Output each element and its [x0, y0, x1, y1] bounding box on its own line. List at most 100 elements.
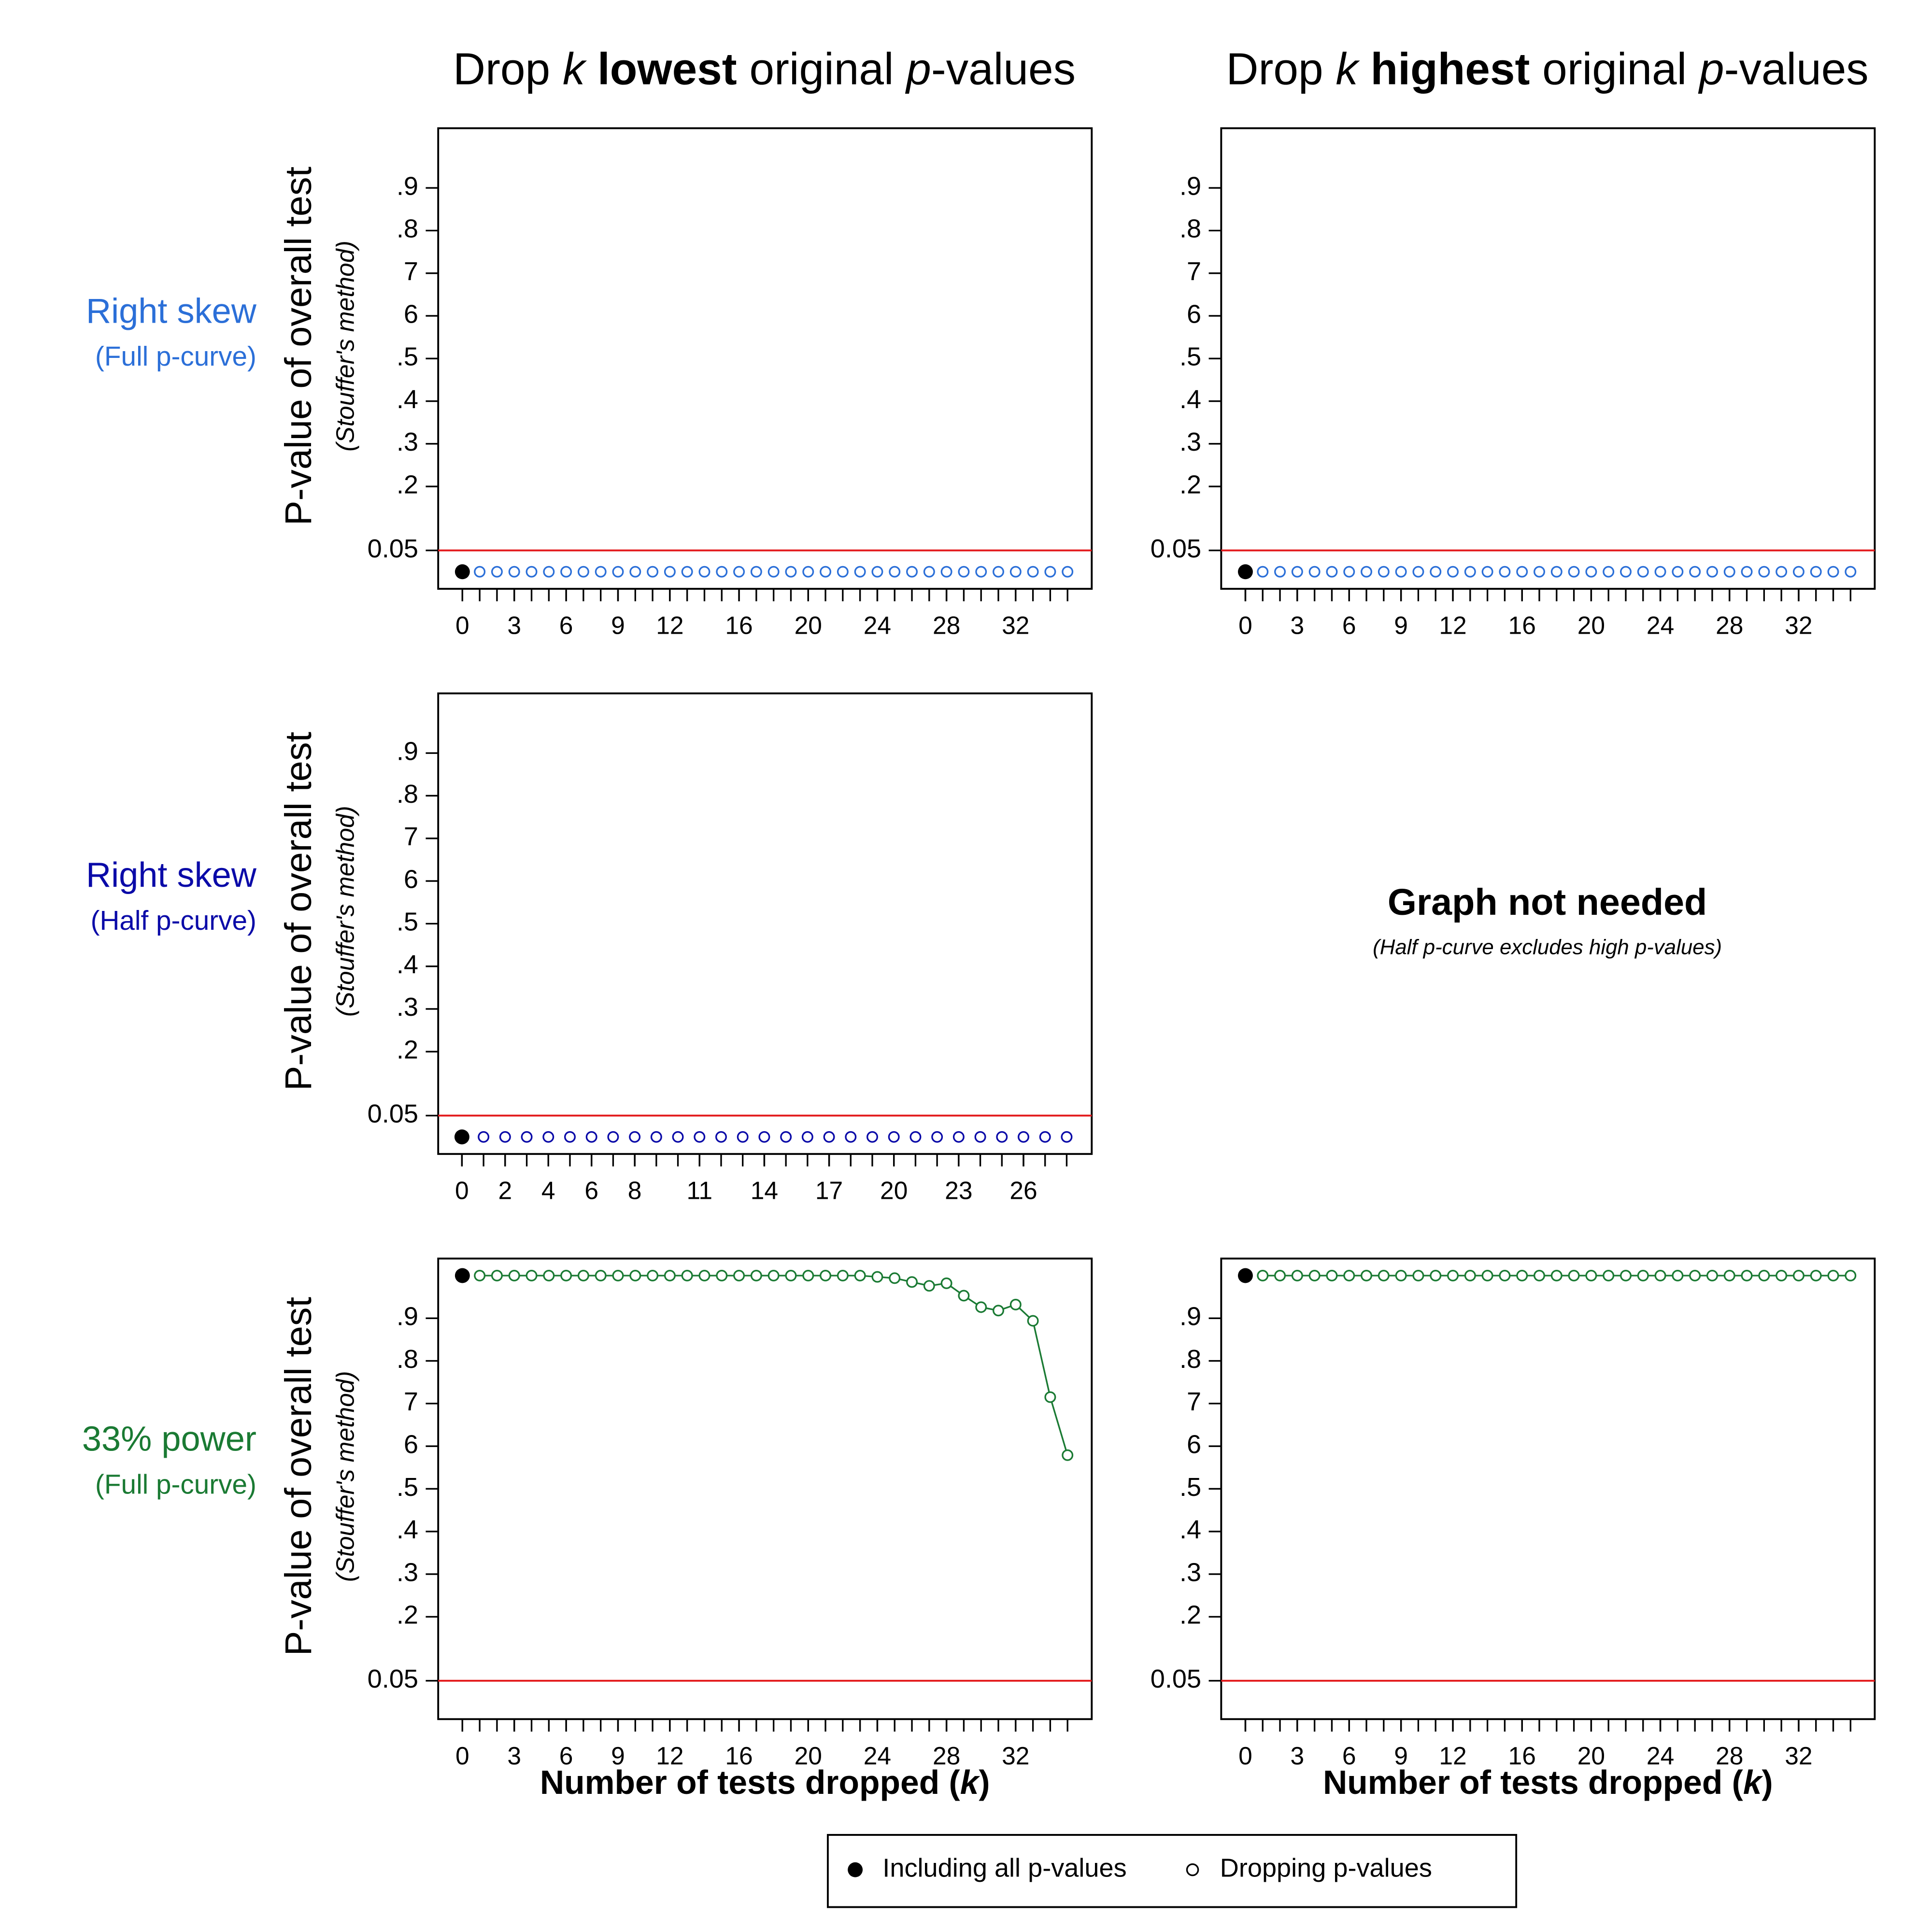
hollow-point	[1741, 566, 1753, 578]
x-tick-label: 32	[1785, 611, 1812, 639]
x-tick-label: 17	[815, 1177, 843, 1205]
hollow-point	[1776, 1270, 1788, 1281]
y-tick-label: .9	[1179, 171, 1201, 200]
filled-point	[454, 1129, 469, 1145]
y-tick-label: .4	[397, 950, 418, 979]
y-tick-label: 7	[404, 822, 418, 851]
y-tick-label: 6	[1187, 1430, 1201, 1459]
hollow-point	[1568, 1270, 1580, 1281]
hollow-point	[1723, 566, 1735, 578]
hollow-point	[508, 566, 520, 578]
hollow-point	[1464, 1270, 1476, 1281]
x-label-part: Number of tests dropped (	[540, 1763, 961, 1801]
hollow-point	[785, 1270, 797, 1281]
x-axis-label: Number of tests dropped (k)	[1323, 1763, 1773, 1801]
hollow-point	[909, 1131, 922, 1143]
hollow-point	[1534, 566, 1545, 578]
hollow-point	[837, 566, 849, 578]
hollow-point	[1326, 1270, 1338, 1281]
hollow-point	[854, 566, 866, 578]
y-tick-label: .4	[397, 1515, 418, 1544]
x-tick-label: 9	[1394, 1742, 1408, 1770]
y-tick-label: .4	[1179, 1515, 1201, 1544]
x-tick-label: 0	[455, 611, 469, 639]
x-label-part: k	[1743, 1763, 1763, 1801]
hollow-point	[694, 1131, 706, 1143]
x-tick-label: 14	[751, 1177, 778, 1205]
hollow-point	[672, 1131, 684, 1143]
x-tick-label: 16	[725, 1742, 753, 1770]
hollow-point	[1810, 566, 1822, 578]
hollow-point	[1481, 566, 1493, 578]
hollow-point	[1308, 1270, 1321, 1281]
hollow-point	[940, 1277, 952, 1289]
x-tick-label: 9	[1394, 611, 1408, 639]
x-tick-label: 20	[1577, 1742, 1605, 1770]
hollow-point	[1291, 566, 1303, 578]
filled-point	[455, 564, 470, 580]
hollow-point	[1758, 1270, 1770, 1281]
hollow-point	[478, 1131, 490, 1143]
hollow-point	[823, 1131, 835, 1143]
x-tick-label: 32	[1785, 1742, 1812, 1770]
hollow-point	[737, 1131, 749, 1143]
y-tick-label: 6	[1187, 299, 1201, 328]
hollow-point	[1062, 566, 1074, 578]
hollow-point	[1412, 566, 1424, 578]
title-part: lowest	[585, 43, 737, 94]
hollow-point	[906, 1276, 918, 1288]
x-tick-label: 20	[1577, 611, 1605, 639]
hollow-point	[867, 1131, 878, 1143]
x-tick-label: 12	[1439, 1742, 1466, 1770]
y-tick-label: .9	[1179, 1302, 1201, 1331]
hollow-point	[1723, 1270, 1735, 1281]
hollow-point	[1585, 1270, 1597, 1281]
title-part: highest	[1358, 43, 1530, 94]
hollow-point	[1603, 566, 1615, 578]
hollow-point	[802, 566, 814, 578]
hollow-point	[1792, 1270, 1804, 1281]
hollow-point	[733, 1270, 745, 1281]
hollow-point	[1689, 1270, 1701, 1281]
y-tick-label: .3	[1179, 1558, 1201, 1587]
y-tick-label: 0.05	[1151, 1664, 1201, 1693]
hollow-point	[780, 1131, 792, 1143]
row-label: Right skew	[86, 292, 257, 331]
hollow-point	[474, 1270, 486, 1281]
x-tick-label: 24	[1647, 611, 1674, 639]
hollow-point	[1603, 1270, 1615, 1281]
hollow-point	[733, 566, 745, 578]
row-sublabel: (Full p-curve)	[95, 341, 256, 372]
hollow-point	[889, 566, 901, 578]
hollow-point	[585, 1131, 597, 1143]
hollow-point	[595, 1270, 607, 1281]
hollow-point	[1412, 1270, 1424, 1281]
title-part: k	[563, 43, 587, 94]
x-tick-label: 32	[1002, 611, 1029, 639]
hollow-point	[560, 566, 572, 578]
hollow-point	[1672, 566, 1684, 578]
hollow-point	[888, 1131, 900, 1143]
hollow-point	[1516, 1270, 1528, 1281]
y-tick-label: .3	[397, 1558, 418, 1587]
x-tick-label: 6	[559, 1742, 573, 1770]
hollow-point	[491, 1270, 503, 1281]
row-sublabel: (Half p-curve)	[91, 906, 256, 936]
hollow-point	[521, 1131, 533, 1143]
hollow-point	[1672, 1270, 1684, 1281]
hollow-point	[906, 566, 918, 578]
y-tick-label: 0.05	[368, 1099, 418, 1128]
x-tick-label: 4	[541, 1177, 555, 1205]
hollow-point	[1499, 1270, 1511, 1281]
x-tick-label: 3	[1291, 611, 1305, 639]
hollow-point	[1274, 566, 1286, 578]
y-tick-label: .5	[1179, 342, 1201, 371]
y-tick-label: 7	[404, 257, 418, 286]
hollow-point	[802, 1270, 814, 1281]
hollow-point	[758, 1131, 770, 1143]
x-tick-label: 9	[611, 1742, 625, 1770]
hollow-point	[1361, 1270, 1373, 1281]
hollow-point	[1343, 1270, 1355, 1281]
y-tick-label: .9	[397, 737, 418, 766]
y-axis-label: P-value of overall test	[278, 167, 319, 526]
